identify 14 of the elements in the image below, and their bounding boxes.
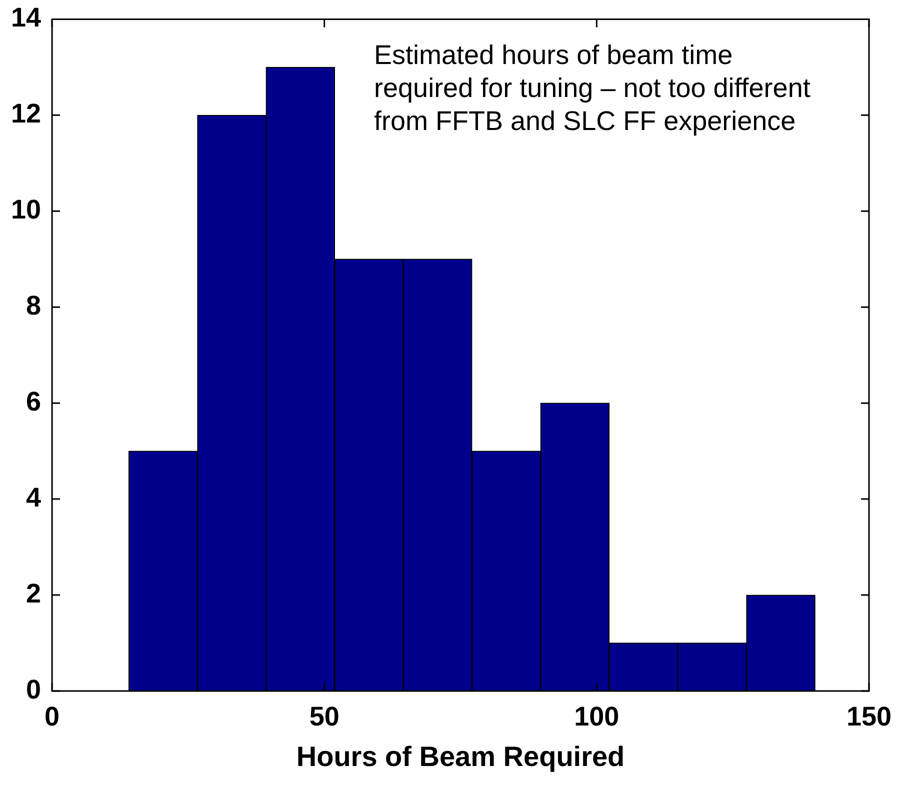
annotation: Estimated hours of beam time required for tuning – not too different from FFTB and SLC FF experience	[374, 40, 811, 136]
y-tick-label: 4	[26, 482, 42, 513]
x-axis-title: Hours of Beam Required	[296, 740, 625, 772]
y-tick-label: 0	[26, 674, 42, 704]
y-tick-label: 14	[10, 2, 42, 33]
y-tick-label: 10	[10, 194, 42, 225]
x-tick-label: 150	[846, 702, 892, 732]
y-tick-label: 2	[26, 578, 42, 608]
x-tick-label: 0	[44, 702, 60, 732]
y-tick-label: 12	[10, 98, 42, 129]
x-tick-label: 50	[309, 702, 340, 732]
y-tick-label: 6	[26, 386, 42, 417]
y-tick-label: 8	[26, 290, 42, 321]
x-tick-label: 100	[574, 702, 620, 732]
